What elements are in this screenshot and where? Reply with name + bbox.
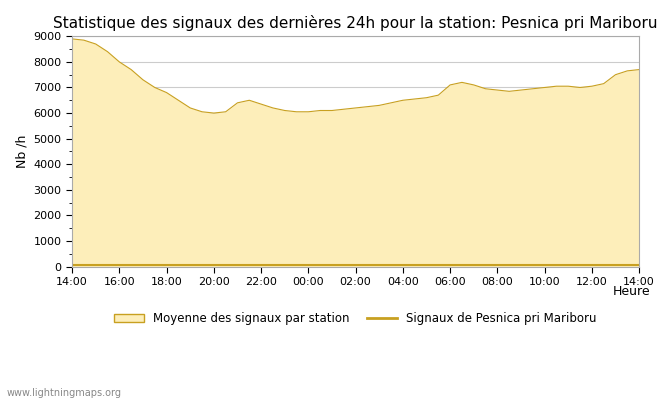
Legend: Moyenne des signaux par station, Signaux de Pesnica pri Mariboru: Moyenne des signaux par station, Signaux… [110, 307, 602, 330]
Y-axis label: Nb /h: Nb /h [15, 135, 28, 168]
Title: Statistique des signaux des dernières 24h pour la station: Pesnica pri Mariboru: Statistique des signaux des dernières 24… [54, 15, 658, 31]
X-axis label: Heure: Heure [613, 285, 651, 298]
Text: www.lightningmaps.org: www.lightningmaps.org [7, 388, 122, 398]
